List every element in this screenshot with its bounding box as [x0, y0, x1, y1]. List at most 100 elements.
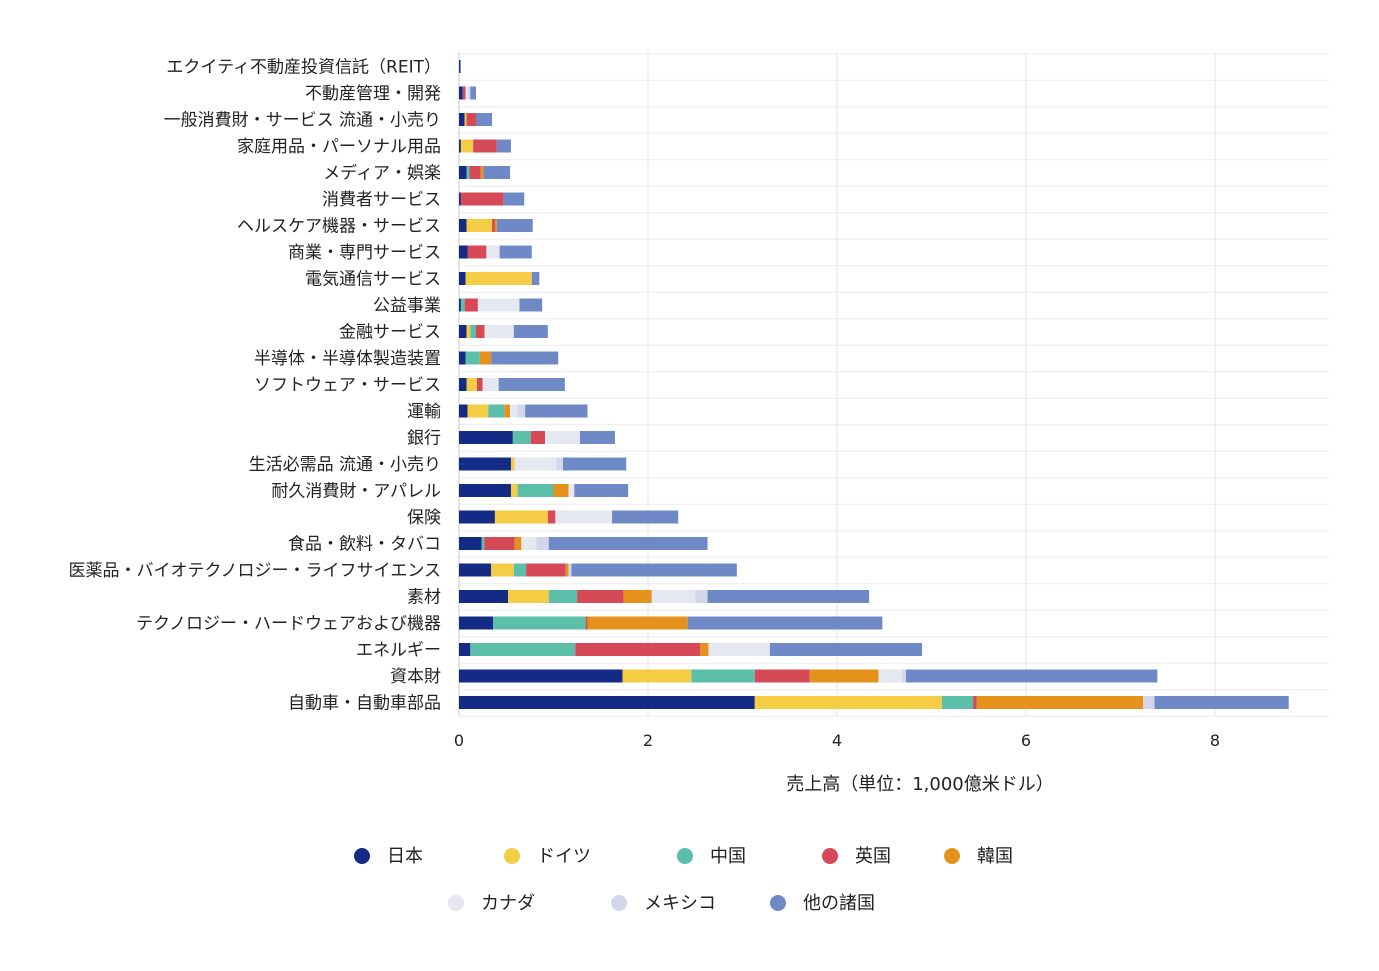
bar-segment: [525, 404, 588, 418]
category-label: エネルギー: [356, 641, 441, 661]
legend-label: 他の諸国: [803, 893, 875, 914]
category-label: メディア・娯楽: [323, 163, 441, 184]
legend-label: メキシコ: [644, 893, 716, 914]
bar-segment: [556, 457, 563, 471]
bar-segment: [481, 537, 485, 550]
bar-segment: [622, 669, 692, 683]
bar-segment: [565, 563, 569, 577]
bar-segment: [460, 298, 465, 312]
bar-segment: [575, 643, 700, 656]
bar-segment: [465, 351, 480, 365]
bar-segment: [470, 325, 477, 338]
bar-segment: [459, 510, 495, 524]
bar-segment: [571, 563, 737, 577]
legend-marker: [770, 895, 786, 911]
bar-segment: [517, 484, 554, 497]
bar-segment: [484, 325, 514, 338]
bar-segment: [464, 298, 478, 312]
bar-segment: [513, 563, 527, 577]
bar-segment: [459, 60, 461, 73]
bar-segment: [459, 298, 461, 312]
bar-segment: [467, 245, 487, 259]
legend-marker: [504, 848, 520, 864]
bar-segment: [460, 139, 474, 153]
bar-segment: [568, 484, 575, 497]
bar-segment: [482, 378, 499, 391]
category-label: 生活必需品 流通・小売り: [249, 455, 441, 475]
bar-segment: [510, 457, 515, 471]
bar-segment: [503, 192, 525, 206]
legend-label: 日本: [387, 846, 423, 867]
bar-segment: [651, 590, 696, 603]
category-label: エクイティ不動産投資信託（REIT）: [166, 58, 441, 78]
bar-segment: [491, 563, 514, 577]
bar-segment: [496, 139, 511, 153]
bar-segment: [514, 537, 522, 550]
category-label: 保険: [407, 508, 441, 528]
bar-segment: [476, 378, 483, 391]
bar-segment: [878, 669, 903, 683]
bar-segment: [695, 590, 708, 603]
category-label: 医薬品・バイオテクノロジー・ライフサイエンス: [69, 561, 441, 581]
legend-marker: [822, 848, 838, 864]
bar-segment: [508, 590, 549, 603]
bar-segment: [498, 378, 565, 391]
bar-segment: [459, 669, 623, 683]
bar-segment: [510, 484, 518, 497]
x-tick-label: 6: [1021, 731, 1031, 750]
bars: [459, 60, 1289, 709]
bar-segment: [462, 86, 466, 100]
bar-segment: [476, 325, 485, 338]
bar-segment: [459, 351, 466, 365]
category-label: 不動産管理・開発: [305, 84, 441, 104]
bar-segment: [467, 404, 489, 418]
category-label: 食品・飲料・タバコ: [288, 535, 441, 555]
category-label: ソフトウェア・サービス: [254, 376, 441, 396]
bar-segment: [504, 404, 511, 418]
bar-segment: [548, 590, 578, 603]
category-label: 消費者サービス: [322, 190, 441, 210]
bar-segment: [687, 616, 883, 630]
bar-segment: [488, 404, 505, 418]
bar-segment: [473, 139, 497, 153]
legend-label: 中国: [710, 846, 746, 867]
category-label: 耐久消費財・アパレル: [271, 482, 441, 502]
bar-segment: [577, 590, 624, 603]
bar-segment: [612, 510, 679, 524]
bar-segment: [459, 484, 511, 497]
legend-label: 韓国: [977, 846, 1013, 867]
bar-segment: [905, 669, 1158, 683]
bar-segment: [466, 325, 471, 338]
bar-segment: [513, 325, 548, 338]
legend-marker: [944, 848, 960, 864]
bar-segment: [941, 696, 974, 709]
bar-segment: [459, 590, 509, 603]
bar-segment: [585, 616, 588, 630]
bar-segment: [754, 696, 942, 709]
category-label: 金融サービス: [339, 323, 441, 343]
bar-segment: [479, 351, 492, 365]
bar-segment: [1143, 696, 1155, 709]
category-label: 資本財: [390, 667, 441, 687]
category-label: 運輸: [407, 402, 441, 422]
bar-segment: [623, 590, 652, 603]
bar-segment: [459, 139, 461, 153]
category-label: ヘルスケア機器・サービス: [237, 217, 441, 237]
bar-segment: [536, 537, 549, 550]
bar-segment: [459, 60, 460, 73]
bar-segment: [579, 431, 615, 444]
category-label: 自動車・自動車部品: [288, 694, 441, 714]
bar-segment: [707, 590, 870, 603]
bar-segment: [769, 643, 923, 656]
bar-segment: [459, 431, 513, 444]
bar-segment: [470, 643, 576, 656]
x-tick-labels: 0 2 4 6 8: [454, 731, 1220, 750]
bar-segment: [459, 378, 467, 391]
bar-segment: [691, 669, 755, 683]
category-label: 電気通信サービス: [305, 270, 441, 290]
bar-segment: [460, 192, 504, 206]
bar-segment: [476, 113, 493, 126]
